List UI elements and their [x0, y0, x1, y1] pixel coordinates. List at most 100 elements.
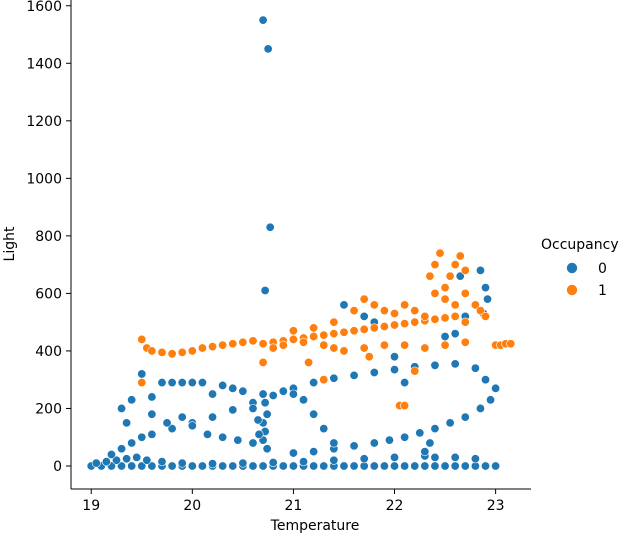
data-point-occupancy-0	[450, 359, 460, 369]
data-point-occupancy-1	[319, 375, 329, 385]
data-point-occupancy-1	[304, 357, 314, 367]
data-point-occupancy-1	[329, 329, 339, 339]
data-point-occupancy-0	[238, 458, 248, 468]
data-point-occupancy-0	[127, 461, 137, 471]
data-point-occupancy-0	[228, 405, 238, 415]
data-point-occupancy-0	[319, 424, 329, 434]
data-point-occupancy-0	[137, 461, 147, 471]
y-tick-label: 1600	[26, 0, 62, 15]
data-point-occupancy-1	[177, 347, 187, 357]
y-tick-label: 200	[35, 401, 62, 417]
data-point-occupancy-0	[359, 311, 369, 321]
data-point-occupancy-0	[481, 375, 491, 385]
data-point-occupancy-0	[167, 424, 177, 434]
data-point-occupancy-0	[369, 461, 379, 471]
data-point-occupancy-1	[288, 326, 298, 336]
x-tick-label: 23	[487, 498, 505, 514]
data-point-occupancy-1	[440, 313, 450, 323]
data-point-occupancy-0	[258, 389, 268, 399]
data-point-occupancy-0	[208, 389, 218, 399]
data-point-occupancy-0	[142, 455, 152, 465]
data-point-occupancy-0	[445, 418, 455, 428]
data-point-occupancy-0	[117, 444, 127, 454]
data-point-occupancy-0	[400, 461, 410, 471]
data-point-occupancy-0	[258, 461, 268, 471]
data-point-occupancy-0	[390, 352, 400, 362]
data-point-occupancy-1	[319, 340, 329, 350]
data-point-occupancy-0	[122, 418, 132, 428]
data-point-occupancy-0	[440, 461, 450, 471]
data-point-occupancy-0	[425, 438, 435, 448]
data-point-occupancy-1	[349, 306, 359, 316]
data-point-occupancy-0	[278, 386, 288, 396]
data-point-occupancy-0	[460, 412, 470, 422]
data-point-occupancy-1	[440, 294, 450, 304]
data-point-occupancy-0	[177, 458, 187, 468]
data-point-occupancy-1	[420, 311, 430, 321]
data-point-occupancy-0	[147, 429, 157, 439]
data-point-occupancy-0	[460, 461, 470, 471]
data-point-occupancy-1	[248, 336, 258, 346]
data-point-occupancy-0	[329, 455, 339, 465]
data-point-occupancy-0	[309, 461, 319, 471]
data-point-occupancy-1	[218, 340, 228, 350]
data-point-occupancy-0	[329, 373, 339, 383]
data-point-occupancy-1	[400, 300, 410, 310]
data-point-occupancy-0	[288, 461, 298, 471]
data-point-occupancy-1	[379, 321, 389, 331]
data-point-occupancy-0	[147, 392, 157, 402]
data-point-occupancy-1	[481, 311, 491, 321]
data-point-occupancy-0	[137, 432, 147, 442]
legend-marker-0	[566, 262, 578, 274]
data-point-occupancy-0	[309, 378, 319, 388]
data-point-occupancy-0	[450, 329, 460, 339]
data-point-occupancy-0	[167, 461, 177, 471]
data-point-occupancy-1	[258, 339, 268, 349]
data-point-occupancy-1	[258, 357, 268, 367]
y-tick-label: 0	[53, 459, 62, 475]
data-point-occupancy-1	[379, 306, 389, 316]
data-point-occupancy-0	[253, 415, 263, 425]
data-point-occupancy-1	[147, 346, 157, 356]
data-point-occupancy-0	[475, 265, 485, 275]
data-point-occupancy-1	[410, 317, 420, 327]
data-point-occupancy-1	[309, 332, 319, 342]
y-axis-title: Light	[2, 226, 18, 261]
data-point-occupancy-1	[339, 346, 349, 356]
data-point-occupancy-1	[410, 366, 420, 376]
data-point-occupancy-0	[167, 378, 177, 388]
data-point-occupancy-1	[430, 288, 440, 298]
data-point-occupancy-1	[460, 337, 470, 347]
data-point-occupancy-0	[309, 447, 319, 457]
data-point-occupancy-1	[238, 337, 248, 347]
legend: Occupancy 0 1	[541, 237, 619, 299]
y-tick-label: 1200	[26, 114, 62, 130]
data-point-occupancy-0	[262, 444, 272, 454]
data-point-occupancy-1	[460, 317, 470, 327]
data-point-occupancy-0	[122, 454, 132, 464]
data-point-occupancy-0	[278, 461, 288, 471]
data-point-occupancy-1	[410, 306, 420, 316]
data-point-occupancy-1	[349, 326, 359, 336]
legend-marker-1	[566, 284, 578, 296]
data-point-occupancy-0	[470, 363, 480, 373]
data-point-occupancy-0	[339, 461, 349, 471]
data-point-occupancy-0	[262, 409, 272, 419]
data-point-occupancy-0	[177, 378, 187, 388]
data-point-occupancy-1	[309, 323, 319, 333]
data-point-occupancy-1	[369, 300, 379, 310]
data-point-occupancy-0	[162, 418, 172, 428]
data-point-occupancy-0	[263, 44, 273, 54]
data-point-occupancy-1	[470, 300, 480, 310]
x-axis-title: Temperature	[270, 518, 360, 534]
data-point-occupancy-0	[420, 461, 430, 471]
data-point-occupancy-0	[319, 461, 329, 471]
data-point-occupancy-0	[260, 398, 270, 408]
legend-label-1: 1	[598, 283, 607, 299]
data-point-occupancy-1	[369, 323, 379, 333]
data-point-occupancy-0	[254, 429, 264, 439]
data-point-occupancy-1	[359, 324, 369, 334]
x-tick-label: 21	[285, 498, 303, 514]
data-point-occupancy-1	[390, 309, 400, 319]
data-point-occupancy-1	[359, 343, 369, 353]
